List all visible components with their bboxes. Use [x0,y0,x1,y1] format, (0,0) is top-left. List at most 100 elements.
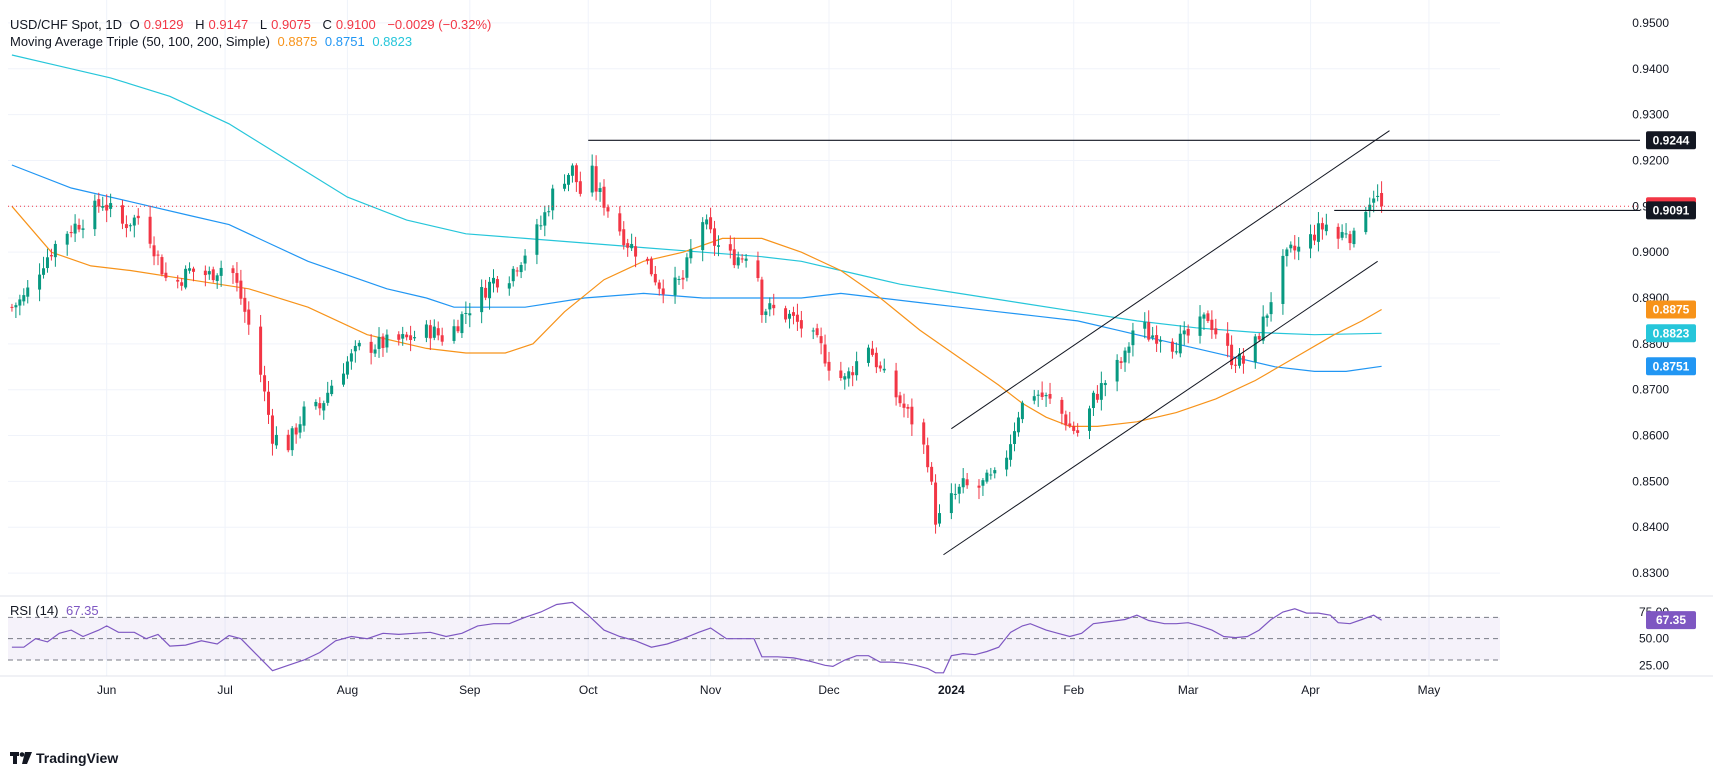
candle-body[interactable] [788,313,792,319]
candle-body[interactable] [630,243,634,249]
candle-body[interactable] [274,434,278,446]
candle-body[interactable] [543,212,547,226]
candle-body[interactable] [1261,316,1265,341]
candle-body[interactable] [413,337,417,339]
candle-body[interactable] [1289,244,1293,249]
candle-body[interactable] [22,295,26,302]
candle-body[interactable] [440,335,444,342]
candle-body[interactable] [598,188,602,193]
candle-body[interactable] [10,306,14,308]
candle-body[interactable] [728,244,732,251]
candle-body[interactable] [957,486,961,494]
candle-body[interactable] [488,281,492,299]
candle-body[interactable] [1214,328,1218,335]
candle-body[interactable] [302,406,306,426]
candle-body[interactable] [152,245,156,257]
candle-body[interactable] [645,258,649,261]
candle-body[interactable] [1206,313,1210,321]
candle-body[interactable] [689,248,693,259]
candle-body[interactable] [938,513,942,524]
candle-body[interactable] [219,267,223,276]
candle-body[interactable] [677,278,681,280]
candle-body[interactable] [922,422,926,445]
candle-body[interactable] [906,406,910,409]
candle-body[interactable] [799,320,803,329]
candle-body[interactable] [1376,195,1380,197]
candle-body[interactable] [128,225,132,227]
candle-body[interactable] [160,257,164,275]
candle-body[interactable] [81,228,85,230]
candle-body[interactable] [894,370,898,398]
candle-body[interactable] [507,283,511,289]
candle-body[interactable] [795,314,799,322]
candle-body[interactable] [744,258,748,261]
candle-body[interactable] [1281,255,1285,304]
candle-body[interactable] [594,166,598,192]
candle-body[interactable] [385,334,389,348]
candle-body[interactable] [740,258,744,260]
candle-body[interactable] [330,385,334,395]
candle-body[interactable] [930,466,934,482]
candle-body[interactable] [870,348,874,355]
candle-body[interactable] [192,268,196,272]
candle-body[interactable] [381,336,385,348]
candle-body[interactable] [1234,364,1238,366]
candle-body[interactable] [1099,383,1103,400]
candle-body[interactable] [1123,350,1127,363]
candle-body[interactable] [397,334,401,340]
candle-body[interactable] [1115,359,1119,382]
candle-body[interactable] [263,375,267,392]
candle-body[interactable] [1072,425,1076,431]
candle-body[interactable] [815,328,819,336]
candle-body[interactable] [977,485,981,488]
candle-body[interactable] [1265,315,1269,318]
candle-body[interactable] [756,260,760,279]
candle-body[interactable] [732,249,736,266]
candle-body[interactable] [1324,224,1328,232]
candle-body[interactable] [791,312,795,316]
candle-body[interactable] [1293,245,1297,251]
candle-body[interactable] [322,403,326,411]
candle-body[interactable] [1151,335,1155,338]
candle-body[interactable] [132,217,136,226]
candle-body[interactable] [681,277,685,280]
candle-body[interactable] [1344,233,1348,235]
candle-body[interactable] [764,311,768,315]
candle-body[interactable] [97,199,101,207]
candle-body[interactable] [164,272,168,278]
candle-body[interactable] [148,216,152,244]
candle-body[interactable] [570,165,574,176]
candle-body[interactable] [184,268,188,288]
candle-body[interactable] [69,232,73,234]
candle-body[interactable] [109,203,113,209]
candle-body[interactable] [42,268,46,275]
candle-body[interactable] [981,480,985,486]
candle-body[interactable] [136,215,140,219]
candle-body[interactable] [318,403,322,409]
candle-body[interactable] [910,406,914,425]
candle-body[interactable] [1005,457,1009,470]
candle-body[interactable] [701,222,705,251]
candle-body[interactable] [511,268,515,282]
candle-body[interactable] [1068,423,1072,427]
candle-body[interactable] [622,229,626,246]
candle-body[interactable] [345,361,349,375]
candle-body[interactable] [1174,351,1178,353]
candle-body[interactable] [491,277,495,284]
candle-body[interactable] [819,336,823,344]
candle-body[interactable] [535,224,539,255]
candle-body[interactable] [176,279,180,282]
candle-body[interactable] [653,273,657,283]
candle-body[interactable] [65,233,69,245]
channel-upper-trendline[interactable] [951,130,1390,430]
candle-body[interactable] [428,325,432,339]
candle-body[interactable] [1230,344,1234,366]
candle-body[interactable] [634,246,638,257]
candle-body[interactable] [606,207,610,212]
candle-body[interactable] [1143,322,1147,329]
candle-body[interactable] [523,255,527,264]
candle-body[interactable] [286,434,290,451]
candle-body[interactable] [267,391,271,415]
candle-body[interactable] [239,280,243,299]
candle-body[interactable] [18,299,22,306]
